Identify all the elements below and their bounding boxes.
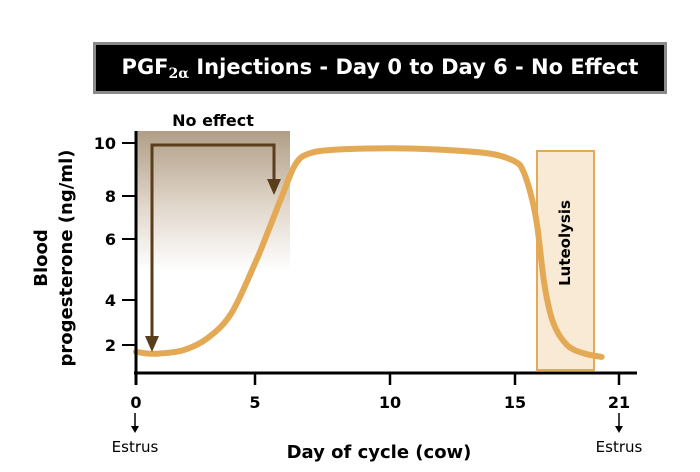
estrus-left-label: Estrus xyxy=(112,438,159,456)
y-tick-label: 10 xyxy=(94,134,116,153)
no-effect-shade xyxy=(137,131,290,271)
chart-title: PGF2α Injections - Day 0 to Day 6 - No E… xyxy=(122,55,639,82)
arrow-head-left xyxy=(145,336,159,352)
estrus-right-arrow-head xyxy=(615,426,623,433)
progesterone-curve xyxy=(133,145,605,360)
title-rest: Injections - Day 0 to Day 6 - No Effect xyxy=(189,54,639,79)
luteolysis-label: Luteolysis xyxy=(556,200,574,286)
estrus-left-arrow-head xyxy=(131,426,139,433)
x-axis-label: Day of cycle (cow) xyxy=(287,442,472,463)
chart-title-box: PGF2α Injections - Day 0 to Day 6 - No E… xyxy=(93,42,667,94)
arrow-head-right xyxy=(267,179,281,195)
estrus-right-label: Estrus xyxy=(596,438,643,456)
y-axis-label-line1: Blood xyxy=(31,229,52,287)
y-axis-label-line2: progesterone (ng/ml) xyxy=(56,150,77,367)
x-tick-label: 5 xyxy=(249,393,260,412)
x-tick-label: 15 xyxy=(504,393,526,412)
y-tick-label: 4 xyxy=(105,291,116,310)
no-effect-label: No effect xyxy=(172,111,254,130)
title-subscript: 2α xyxy=(168,65,190,82)
title-main: PGF xyxy=(121,54,169,79)
x-tick-label: 10 xyxy=(379,393,401,412)
x-tick-label: 0 xyxy=(130,393,141,412)
x-tick-label: 21 xyxy=(608,393,630,412)
y-tick-label: 2 xyxy=(105,336,116,355)
y-tick-label: 8 xyxy=(105,187,116,206)
luteolysis-box xyxy=(536,150,595,371)
y-tick-label: 6 xyxy=(105,230,116,249)
no-effect-arrow-path xyxy=(150,143,276,340)
